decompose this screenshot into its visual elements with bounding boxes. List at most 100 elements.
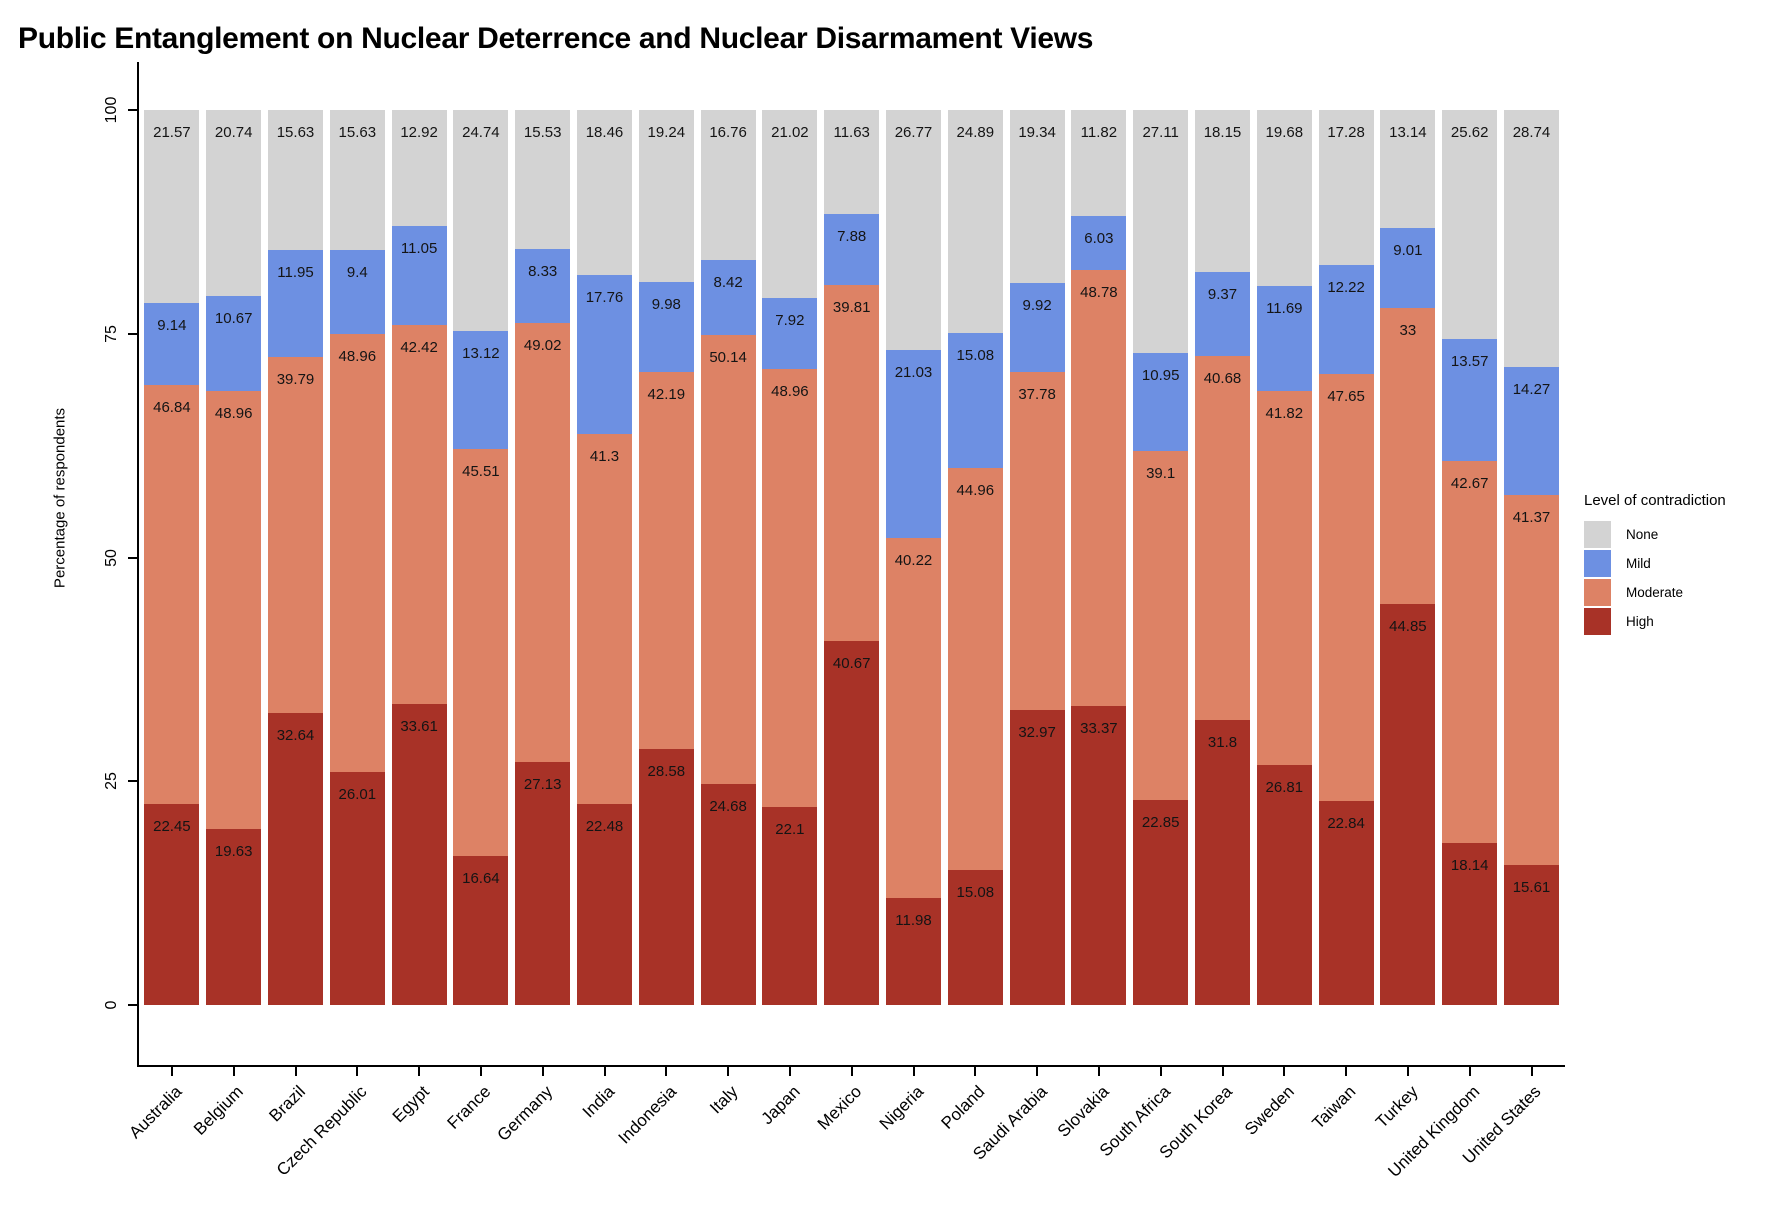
bar-segment — [1133, 109, 1189, 353]
y-tick-mark — [128, 556, 137, 559]
segment-value-label: 19.63 — [214, 843, 253, 861]
bar-segment — [144, 303, 200, 385]
segment-value-label: 10.95 — [1141, 366, 1180, 384]
segment-value-label: 19.34 — [1018, 123, 1056, 141]
bar-segment — [886, 537, 941, 898]
legend-item: Mild — [1584, 550, 1784, 577]
bar-segment — [1256, 110, 1312, 287]
x-tick-mark — [850, 1067, 853, 1076]
bar-segment — [886, 349, 941, 538]
x-tick-mark — [1221, 1067, 1224, 1076]
segment-value-label: 20.74 — [214, 124, 253, 141]
x-tick-mark — [1468, 1067, 1471, 1076]
bar-segment — [268, 712, 323, 1005]
segment-value-label: 11.69 — [1266, 300, 1303, 318]
bar-segment — [638, 110, 694, 283]
segment-value-label: 16.76 — [709, 124, 747, 141]
segment-value-label: 9.14 — [157, 317, 187, 335]
bar-segment — [268, 109, 323, 250]
segment-value-label: 40.67 — [832, 655, 871, 672]
legend-label: None — [1626, 527, 1659, 542]
x-tick-mark — [541, 1067, 544, 1076]
bar-segment — [1318, 800, 1374, 1005]
segment-value-label: 44.96 — [956, 481, 995, 499]
segment-value-label: 24.68 — [709, 798, 747, 816]
y-tick-mark — [128, 109, 137, 111]
y-tick-label: 50 — [103, 548, 120, 567]
x-tick-mark — [1097, 1067, 1100, 1076]
segment-value-label: 42.19 — [647, 385, 686, 403]
segment-value-label: 48.96 — [771, 383, 809, 400]
bar-segment — [886, 897, 941, 1005]
bar-segment — [1133, 800, 1189, 1005]
y-tick-label: 100 — [103, 96, 120, 124]
y-axis-title: Percentage of respondents — [51, 407, 69, 589]
x-tick-mark — [1036, 1067, 1039, 1076]
bar-segment — [206, 391, 262, 830]
segment-value-label: 26.81 — [1265, 779, 1304, 797]
segment-value-label: 42.42 — [400, 338, 438, 356]
bar-segment — [144, 384, 200, 805]
segment-value-label: 12.22 — [1327, 278, 1365, 296]
segment-value-label: 33.37 — [1080, 720, 1118, 738]
segment-value-label: 47.65 — [1327, 388, 1365, 406]
legend-item: Moderate — [1584, 579, 1784, 606]
bar-segment — [1318, 110, 1374, 265]
segment-value-label: 27.13 — [523, 776, 562, 794]
bar-segment — [824, 641, 880, 1005]
legend-swatch — [1584, 579, 1611, 606]
segment-value-label: 27.11 — [1142, 123, 1179, 141]
bar-segment — [947, 332, 1003, 468]
bar-segment — [1318, 264, 1374, 375]
bar-segment — [1009, 283, 1065, 372]
bar-segment — [947, 870, 1003, 1005]
y-tick-label: 25 — [103, 772, 120, 791]
bar-segment — [1009, 109, 1065, 283]
segment-value-label: 28.58 — [647, 763, 686, 781]
bar-segment — [824, 110, 880, 215]
bar-segment — [453, 856, 509, 1005]
x-tick-mark — [727, 1067, 730, 1076]
x-tick-mark — [294, 1067, 297, 1076]
segment-value-label: 8.42 — [713, 274, 743, 291]
legend-title: Level of contradiction — [1584, 492, 1726, 509]
bar-segment — [1009, 371, 1065, 710]
segment-value-label: 13.14 — [1389, 124, 1427, 141]
segment-value-label: 13.57 — [1450, 353, 1489, 371]
x-tick-mark — [356, 1067, 359, 1076]
segment-value-label: 33.61 — [400, 718, 438, 736]
segment-value-label: 26.77 — [894, 124, 933, 141]
segment-value-label: 9.92 — [1022, 297, 1052, 314]
segment-value-label: 11.95 — [277, 263, 314, 281]
y-tick-label: 0 — [103, 1000, 120, 1010]
bar-segment — [577, 110, 632, 276]
legend-swatch — [1584, 521, 1611, 548]
bar-segment — [1071, 706, 1127, 1005]
segment-value-label: 17.28 — [1327, 124, 1365, 142]
segment-value-label: 39.79 — [276, 370, 315, 388]
x-tick-mark — [1406, 1067, 1409, 1076]
segment-value-label: 42.67 — [1450, 474, 1489, 492]
x-tick-mark — [974, 1067, 977, 1076]
bar-segment — [515, 762, 571, 1005]
segment-value-label: 24.74 — [462, 123, 500, 141]
segment-value-label: 22.85 — [1141, 814, 1180, 832]
bar-segment — [1442, 460, 1498, 843]
x-tick-mark — [1159, 1067, 1162, 1076]
x-tick-mark — [1345, 1067, 1348, 1076]
bar-segment — [1442, 339, 1498, 461]
segment-value-label: 15.63 — [338, 124, 377, 141]
segment-value-label: 19.24 — [647, 124, 686, 142]
bar-segment — [1133, 352, 1189, 451]
bar-segment — [391, 704, 447, 1005]
segment-value-label: 21.57 — [153, 124, 191, 141]
segment-value-label: 15.61 — [1512, 879, 1551, 897]
y-tick-mark — [128, 332, 137, 335]
segment-value-label: 41.3 — [589, 448, 620, 466]
bar-segment — [329, 334, 385, 773]
x-tick-mark — [788, 1067, 791, 1076]
bar-segment — [638, 282, 694, 372]
bar-segment — [700, 784, 756, 1005]
x-tick-mark — [479, 1067, 482, 1076]
